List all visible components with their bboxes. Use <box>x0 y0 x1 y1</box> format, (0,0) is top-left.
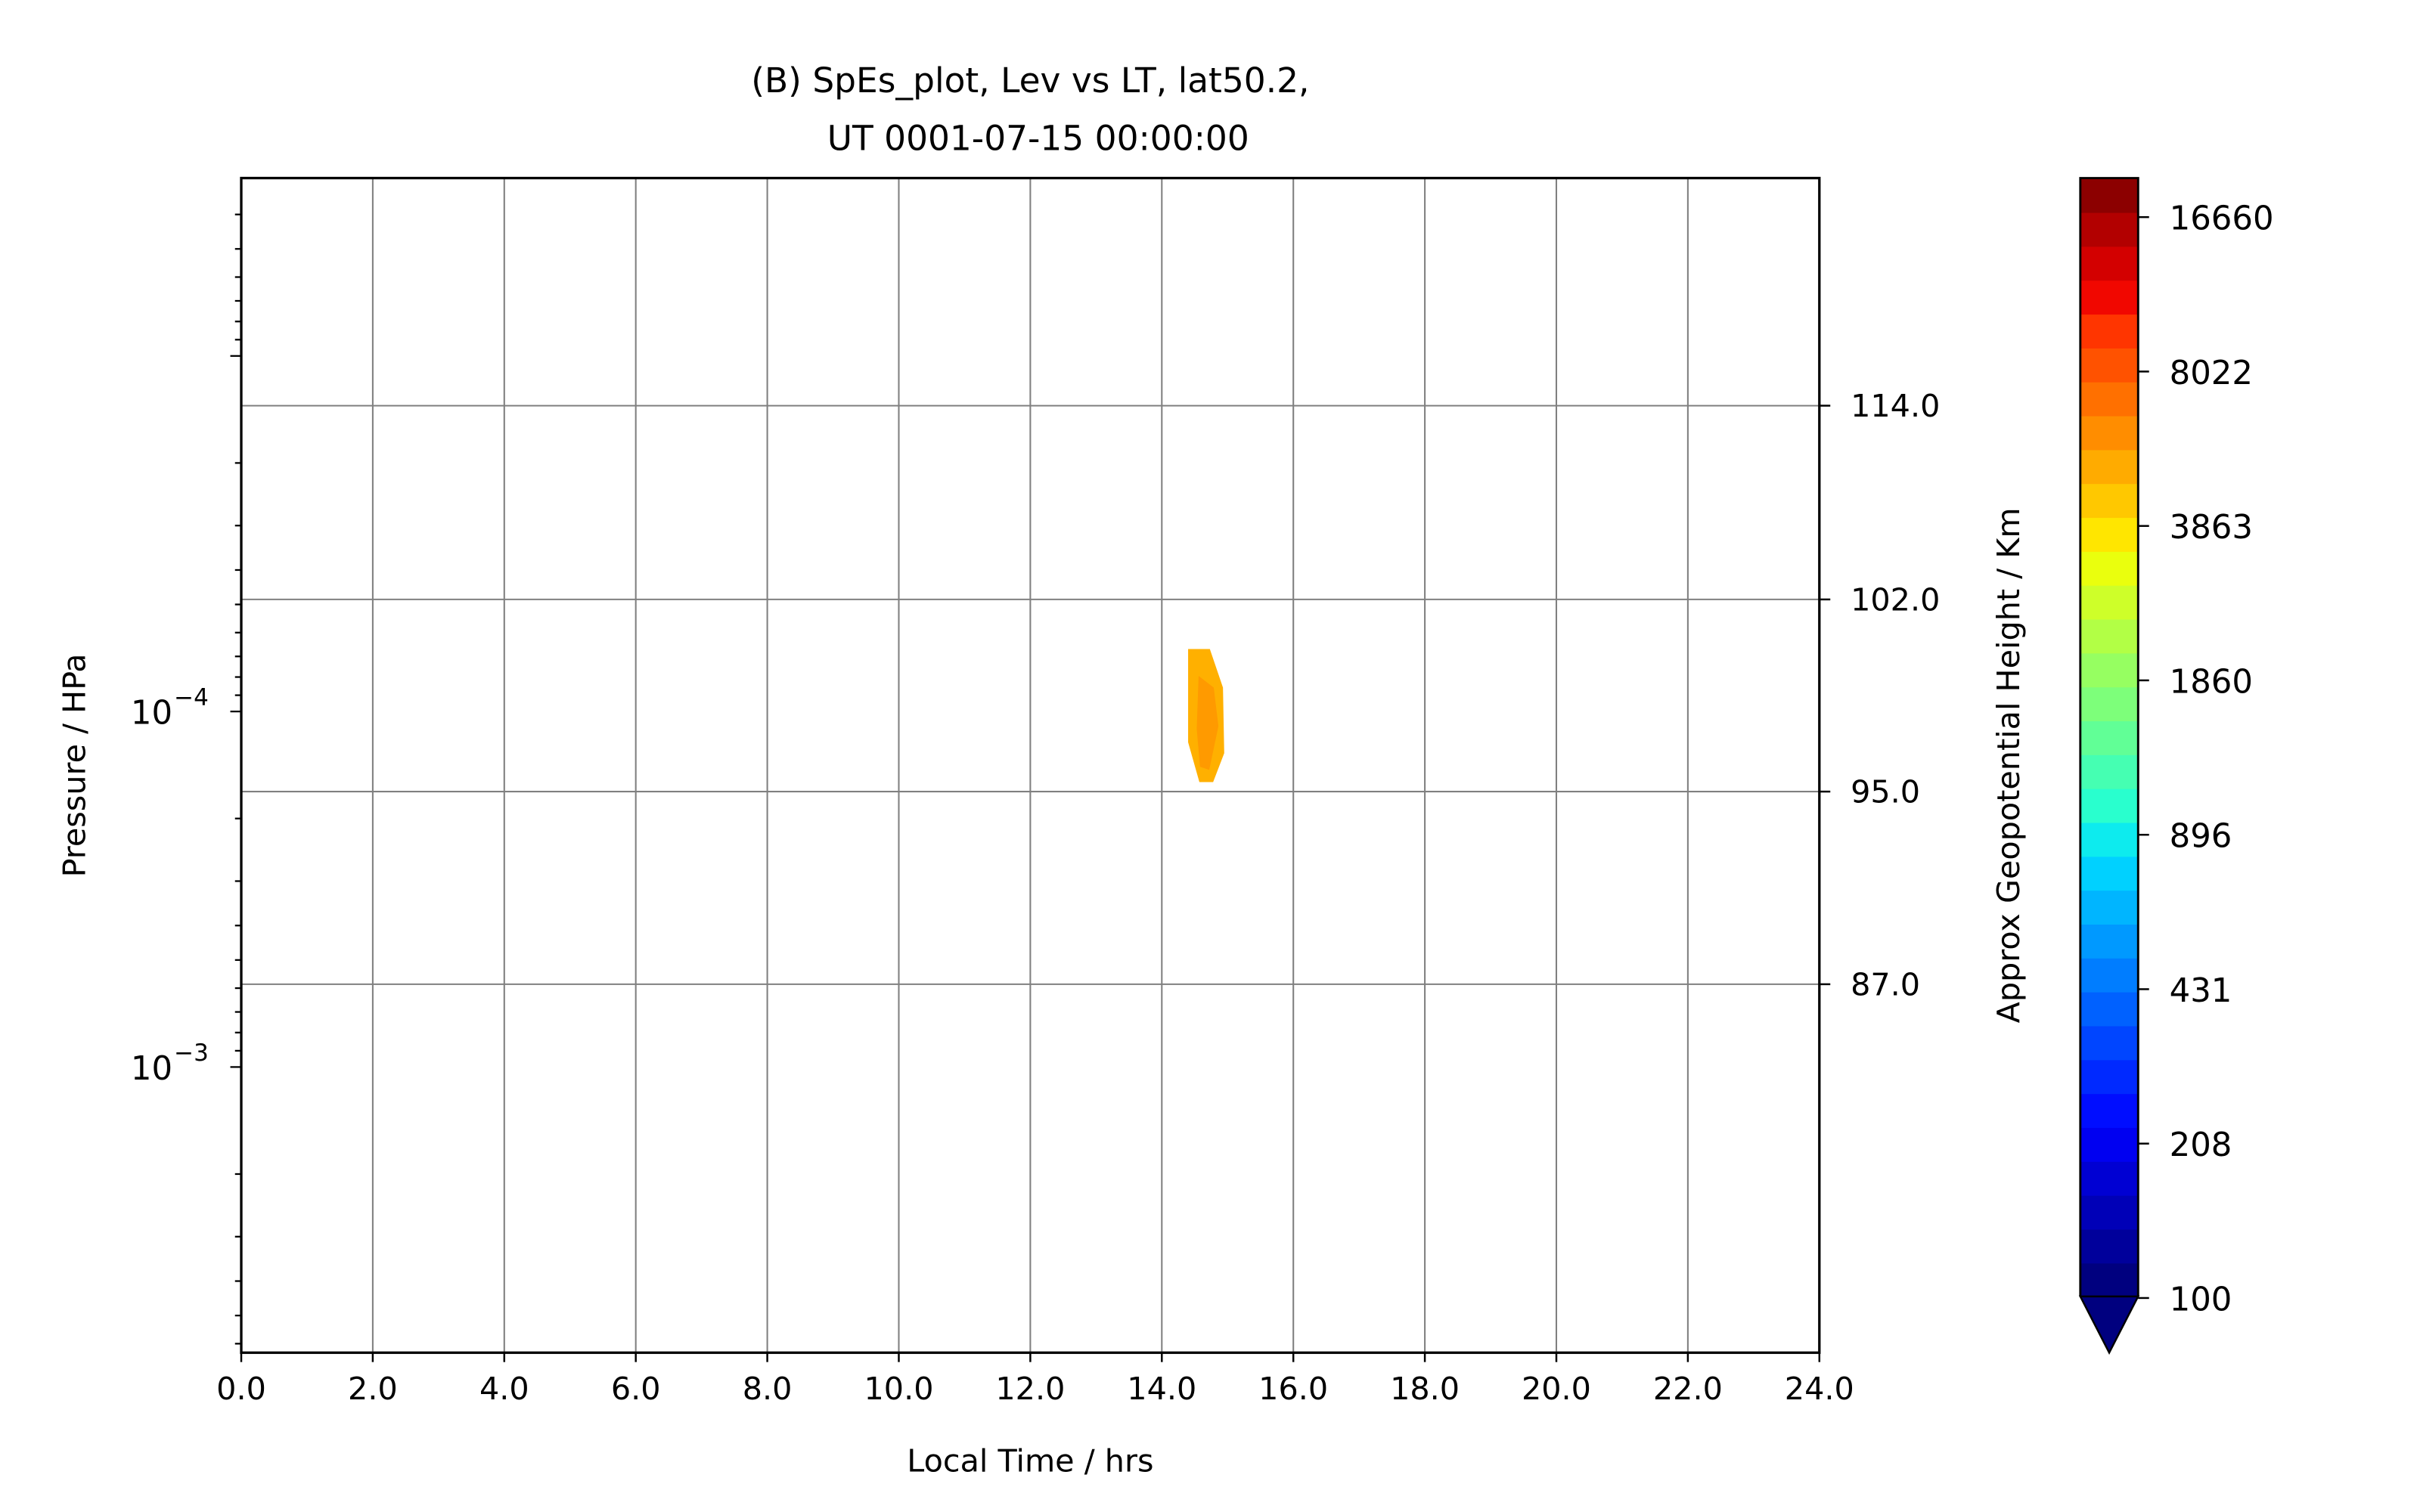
chart-title-line2: UT 0001-07-15 00:00:00 <box>827 118 1249 158</box>
y-axis-right-label: Approx Geopotential Height / Km <box>1990 507 2027 1023</box>
x-tick-label: 6.0 <box>611 1371 661 1407</box>
colorbar-extend-min <box>2078 1295 2140 1355</box>
colorbar-segment <box>2080 1059 2139 1095</box>
x-tick-label: 12.0 <box>995 1371 1065 1407</box>
colorbar-segment <box>2080 923 2139 959</box>
y-tick-exponent: −3 <box>174 1040 209 1067</box>
x-tick-label: 0.0 <box>216 1371 266 1407</box>
x-tick-label: 24.0 <box>1785 1371 1854 1407</box>
colorbar-segment <box>2080 1263 2139 1298</box>
grid-layer <box>241 178 1820 1353</box>
x-tick-label: 14.0 <box>1127 1371 1196 1407</box>
y-axis-left: 10−410−3 <box>131 213 242 1345</box>
colorbar-tick-label: 1860 <box>2170 663 2253 701</box>
colorbar-segment <box>2080 212 2139 247</box>
colorbar-tick-label: 896 <box>2170 818 2232 856</box>
colorbar-segment <box>2080 550 2139 586</box>
colorbar-frame <box>2079 177 2139 1297</box>
x-axis: 0.0 2.0 4.0 6.0 8.0 10.0 12.0 14.0 16.0 18.0 20.0 2… <box>216 1352 1854 1407</box>
x-tick-label: 4.0 <box>479 1371 529 1407</box>
colorbar-segment <box>2080 449 2139 485</box>
colorbar-segment <box>2080 381 2139 417</box>
contour-layer <box>1188 649 1224 782</box>
colorbar-segment <box>2080 1092 2139 1128</box>
y-right-tick-label: 95.0 <box>1851 774 1920 810</box>
colorbar-segment <box>2080 788 2139 823</box>
colorbar-segment <box>2080 1126 2139 1162</box>
colorbar-segment <box>2080 347 2139 383</box>
colorbar-segment <box>2080 754 2139 789</box>
colorbar-segment <box>2080 652 2139 688</box>
colorbar-segment <box>2080 618 2139 654</box>
y-tick-label: 10 <box>131 695 172 733</box>
y-tick-exponent: −4 <box>174 684 209 711</box>
chart-title-line1: (B) SpEs_plot, Lev vs LT, lat50.2, <box>751 60 1309 101</box>
y-axis-right: 114.0 102.0 95.0 87.0 <box>1819 388 1940 1002</box>
colorbar-segment <box>2080 482 2139 519</box>
y-axis-label: Pressure / HPa <box>56 653 92 877</box>
x-tick-label: 22.0 <box>1653 1371 1723 1407</box>
x-tick-label: 8.0 <box>743 1371 793 1407</box>
y-right-tick-label: 87.0 <box>1851 966 1920 1002</box>
colorbar-tick-label: 16660 <box>2170 200 2274 238</box>
colorbar-segment <box>2080 1194 2139 1230</box>
colorbar-segment <box>2080 1160 2139 1196</box>
colorbar-segment <box>2080 686 2139 722</box>
colorbar-tick-label: 100 <box>2170 1281 2232 1318</box>
colorbar-segment <box>2080 246 2139 281</box>
colorbar-segment <box>2080 415 2139 451</box>
colorbar-segment <box>2080 584 2139 620</box>
colorbar-segment <box>2080 516 2139 552</box>
x-tick-label: 20.0 <box>1522 1371 1591 1407</box>
colorbar-segment <box>2080 720 2139 755</box>
colorbar-segment <box>2080 822 2139 857</box>
colorbar <box>2078 177 2140 1355</box>
x-tick-label: 18.0 <box>1390 1371 1460 1407</box>
colorbar-segment <box>2080 1025 2139 1061</box>
colorbar-tick-label: 431 <box>2170 972 2232 1010</box>
y-tick-label: 10 <box>131 1050 172 1088</box>
colorbar-segment <box>2080 957 2139 993</box>
colorbar-segment <box>2080 889 2139 925</box>
x-tick-label: 10.0 <box>864 1371 933 1407</box>
y-right-tick-label: 114.0 <box>1851 388 1940 424</box>
contour-region-2 <box>1196 676 1219 770</box>
x-tick-label: 16.0 <box>1258 1371 1328 1407</box>
colorbar-segment <box>2080 313 2139 349</box>
colorbar-segment <box>2080 1228 2139 1264</box>
x-tick-label: 2.0 <box>348 1371 398 1407</box>
colorbar-tick-label: 208 <box>2170 1126 2232 1164</box>
colorbar-segment <box>2080 280 2139 315</box>
colorbar-segment <box>2080 856 2139 891</box>
y-right-tick-label: 102.0 <box>1851 581 1940 618</box>
colorbar-segment <box>2080 991 2139 1027</box>
colorbar-tick-label: 3863 <box>2170 509 2253 547</box>
colorbar-segment <box>2080 178 2139 213</box>
colorbar-ticks: 16660 8022 3863 1860 896 431 208 100 <box>2138 200 2274 1318</box>
x-axis-label: Local Time / hrs <box>907 1442 1153 1479</box>
colorbar-tick-label: 8022 <box>2170 355 2253 392</box>
